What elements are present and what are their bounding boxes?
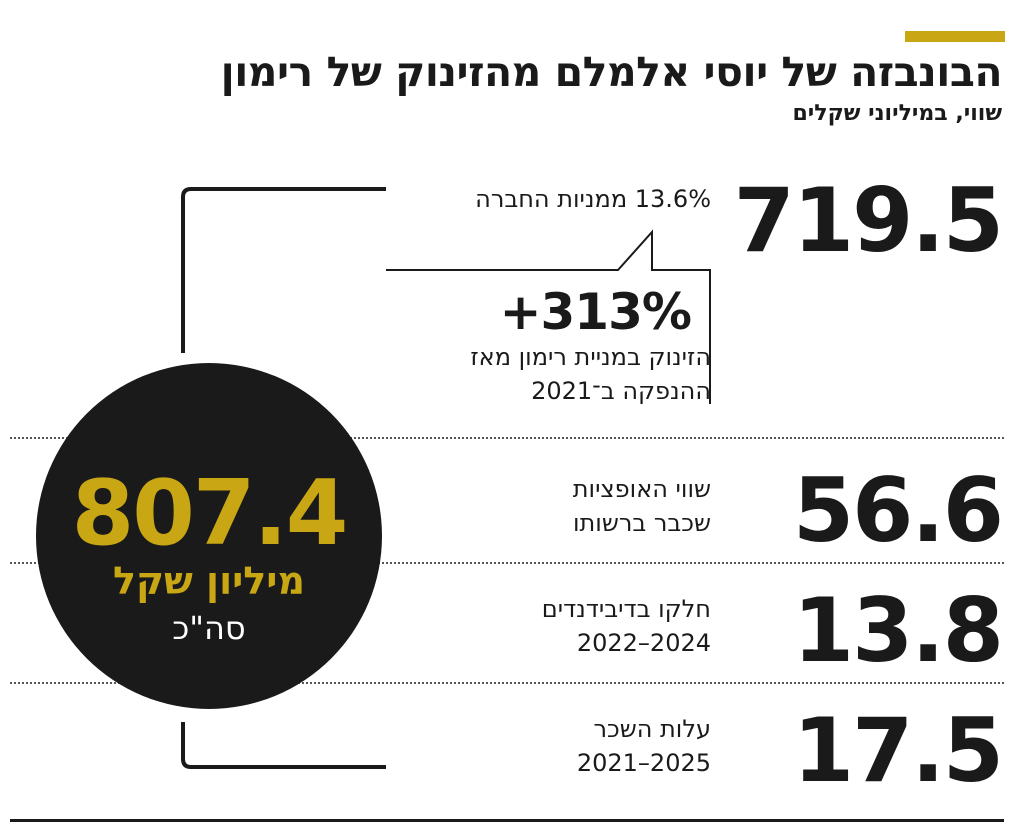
- label-salary-line1: עלות השכר: [593, 715, 711, 743]
- divider: [10, 437, 1004, 439]
- value-shares: 719.5: [733, 169, 1004, 272]
- value-options: 56.6: [792, 459, 1004, 562]
- total-value: 807.4: [71, 461, 349, 566]
- total-unit: מיליון שקל: [113, 559, 305, 603]
- page-title: הבונבזה של יוסי אלמלם מהזינוק של רימון: [220, 48, 1003, 96]
- total-label: סה"כ: [172, 609, 246, 647]
- callout-line1: הזינוק במניית רימון מאז: [470, 343, 711, 371]
- label-salary-line2: 2025–2021: [576, 749, 711, 777]
- label-dividends-line1: חלקו בדיבידנדים: [541, 595, 711, 623]
- bracket-line-bottom: [181, 722, 386, 769]
- label-shares: 13.6% ממניות החברה: [475, 185, 711, 213]
- bracket-line: [181, 187, 386, 353]
- value-dividends: 13.8: [792, 579, 1004, 682]
- label-options-line2: שכבר ברשותו: [572, 509, 711, 537]
- callout-percent: +313%: [499, 283, 692, 341]
- value-salary: 17.5: [792, 699, 1004, 802]
- page-subtitle: שווי, במיליוני שקלים: [792, 101, 1002, 126]
- bottom-rule: [10, 819, 1004, 822]
- total-circle: [36, 363, 382, 709]
- divider: [10, 682, 1004, 684]
- accent-bar: [905, 31, 1005, 42]
- label-dividends-line2: 2024–2022: [576, 629, 711, 657]
- callout-line2: ההנפקה ב־2021: [531, 377, 711, 405]
- label-options-line1: שווי האופציות: [572, 475, 711, 503]
- callout-box: [386, 229, 711, 404]
- divider: [10, 562, 1004, 564]
